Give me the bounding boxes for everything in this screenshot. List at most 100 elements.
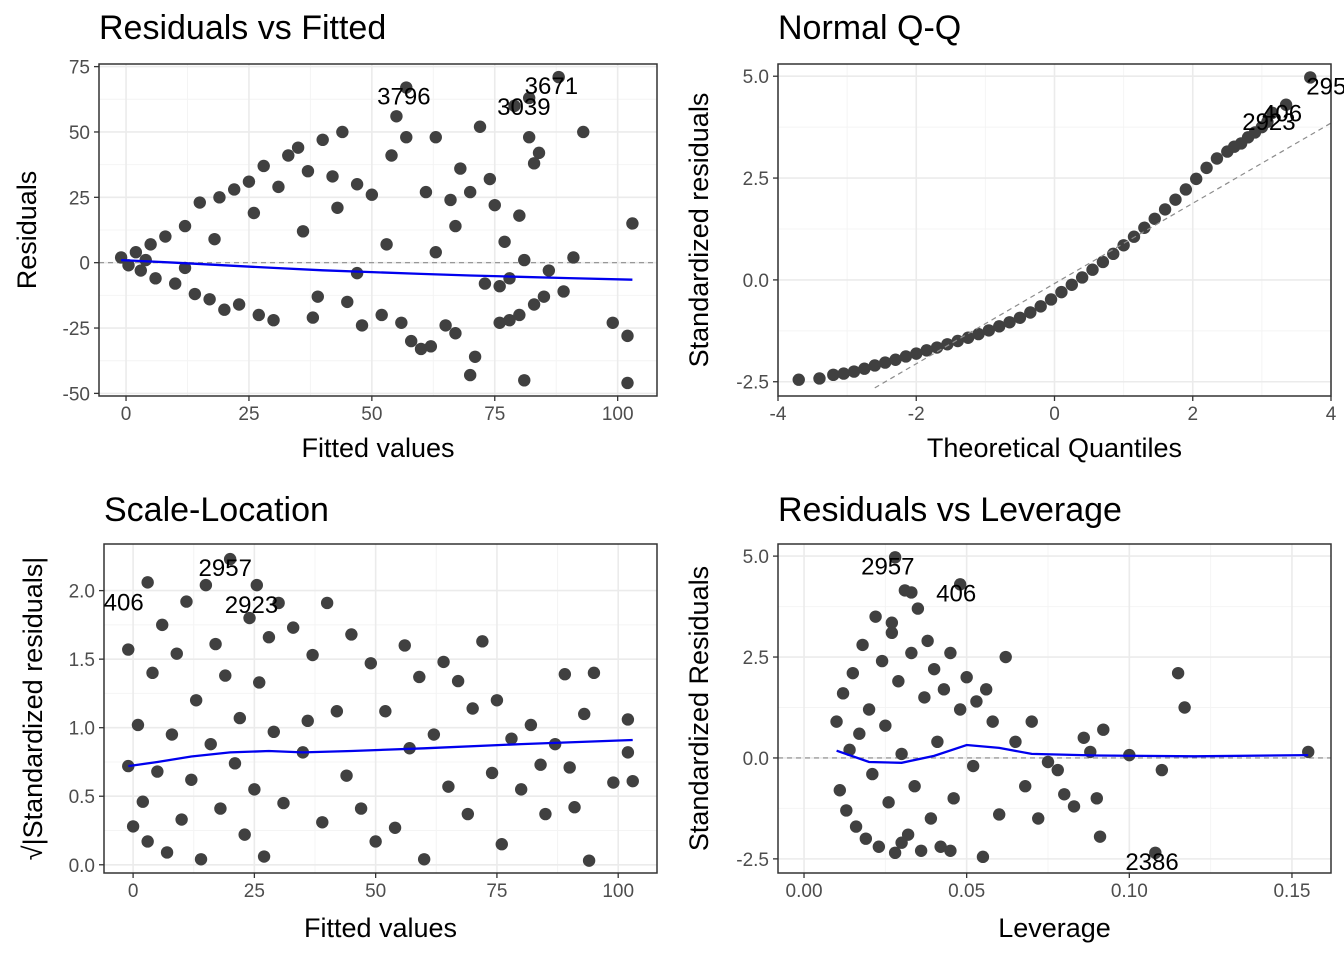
data-point (485, 766, 499, 780)
y-tick-label: 50 (69, 123, 90, 144)
data-point (185, 773, 198, 786)
y-tick-label: 2.5 (743, 648, 769, 669)
data-point (1097, 723, 1110, 736)
data-point (170, 647, 183, 660)
data-point (331, 201, 344, 214)
data-point (879, 719, 892, 732)
data-point (257, 159, 270, 173)
data-point (1019, 780, 1032, 793)
smooth-line (121, 258, 633, 281)
data-point (340, 769, 353, 782)
x-tick-label: 50 (361, 404, 382, 425)
qq-reference-line (874, 122, 1331, 389)
x-tick-label: -2 (908, 404, 925, 425)
plot-area (792, 71, 1331, 389)
data-point (840, 804, 853, 817)
data-point (830, 715, 843, 728)
data-point (365, 188, 379, 201)
x-axis-title: Theoretical Quantiles (927, 433, 1182, 463)
point-label: 3796 (377, 84, 430, 111)
data-point (136, 795, 150, 808)
data-point (395, 316, 408, 330)
data-point (986, 715, 999, 728)
data-point (400, 81, 413, 94)
data-point (301, 714, 314, 728)
x-tick-label: 0.00 (786, 881, 823, 902)
data-point (558, 668, 572, 681)
point-label: 3039 (497, 94, 550, 121)
data-point (888, 846, 902, 860)
data-point (1190, 172, 1203, 186)
data-point (267, 725, 280, 739)
data-point (427, 728, 441, 741)
data-point (180, 595, 193, 608)
y-tick-label: 0.0 (69, 856, 95, 877)
data-point (232, 298, 246, 311)
data-point (129, 246, 143, 259)
data-point (175, 813, 188, 826)
x-tick-label: 0.10 (1111, 881, 1148, 902)
data-point (141, 835, 154, 848)
x-axis-title: Fitted values (304, 913, 457, 943)
data-point (513, 209, 526, 222)
data-point (417, 853, 431, 866)
data-point (141, 576, 154, 589)
plot-area (122, 552, 639, 867)
data-point (524, 718, 538, 732)
data-point (1051, 763, 1064, 777)
data-point (253, 676, 266, 689)
data-point (1041, 755, 1055, 769)
y-tick-label: 5.0 (743, 547, 769, 568)
data-point (341, 295, 354, 309)
data-point (1266, 106, 1279, 120)
data-point (316, 133, 329, 147)
data-point (895, 836, 908, 849)
data-point (311, 290, 324, 303)
y-axis-title: Standardized residuals (684, 93, 714, 368)
data-point (219, 669, 232, 682)
data-point (208, 232, 221, 246)
data-point (1090, 792, 1103, 805)
data-point (262, 631, 276, 644)
data-point (286, 621, 300, 634)
data-point (498, 235, 511, 248)
data-point (461, 807, 475, 821)
data-point (247, 206, 261, 220)
data-point (889, 353, 902, 366)
data-point (937, 683, 951, 696)
data-point (495, 838, 508, 851)
data-point (199, 578, 213, 592)
data-point (424, 340, 438, 353)
data-point (139, 253, 152, 267)
data-point (548, 737, 562, 751)
data-point (1279, 98, 1293, 111)
data-point (934, 840, 947, 853)
data-point (878, 356, 892, 369)
data-point (953, 703, 967, 716)
data-point (827, 368, 840, 382)
data-point (463, 368, 477, 382)
data-point (518, 253, 531, 267)
data-point (468, 350, 482, 363)
data-point (326, 170, 339, 183)
data-point (836, 687, 850, 700)
y-axis-title: √|Standardized residuals| (18, 557, 48, 861)
y-axis-title: Residuals (12, 171, 42, 290)
data-point (892, 675, 905, 688)
x-tick-label: 100 (602, 881, 634, 902)
data-point (539, 807, 552, 821)
data-point (439, 319, 452, 332)
data-point (859, 832, 873, 845)
data-point (626, 217, 639, 230)
data-point (272, 596, 285, 610)
data-point (1138, 221, 1151, 234)
data-point (885, 626, 899, 640)
data-point (532, 146, 546, 160)
x-tick-label: 75 (486, 881, 507, 902)
data-point (193, 196, 206, 209)
data-point (522, 91, 536, 105)
data-point (449, 327, 462, 340)
data-point (350, 178, 364, 191)
